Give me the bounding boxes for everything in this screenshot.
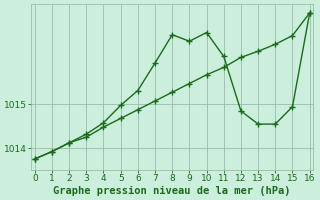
X-axis label: Graphe pression niveau de la mer (hPa): Graphe pression niveau de la mer (hPa) [53,186,291,196]
